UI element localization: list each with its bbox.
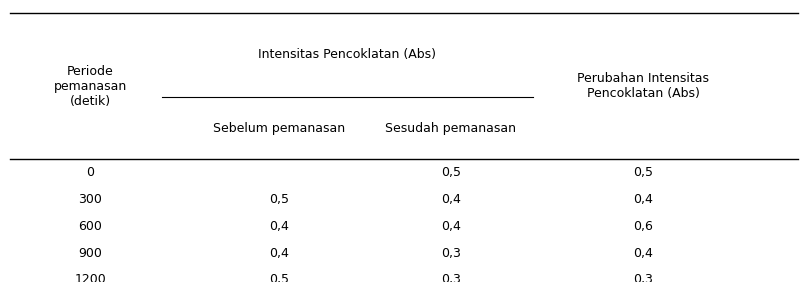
Text: 0,5: 0,5 xyxy=(633,166,653,179)
Text: Sebelum pemanasan: Sebelum pemanasan xyxy=(213,122,345,135)
Text: 300: 300 xyxy=(78,193,103,206)
Text: Periode
pemanasan
(detik): Periode pemanasan (detik) xyxy=(54,65,127,107)
Text: 1200: 1200 xyxy=(74,273,107,282)
Text: Intensitas Pencoklatan (Abs): Intensitas Pencoklatan (Abs) xyxy=(259,49,436,61)
Text: Perubahan Intensitas
Pencoklatan (Abs): Perubahan Intensitas Pencoklatan (Abs) xyxy=(577,72,709,100)
Text: 0,3: 0,3 xyxy=(441,273,461,282)
Text: 900: 900 xyxy=(78,246,103,260)
Text: 0,4: 0,4 xyxy=(633,193,653,206)
Text: 0,5: 0,5 xyxy=(441,166,461,179)
Text: 600: 600 xyxy=(78,220,103,233)
Text: 0,3: 0,3 xyxy=(633,273,653,282)
Text: Sesudah pemanasan: Sesudah pemanasan xyxy=(385,122,516,135)
Text: 0,4: 0,4 xyxy=(441,193,461,206)
Text: 0,5: 0,5 xyxy=(269,193,288,206)
Text: 0,6: 0,6 xyxy=(633,220,653,233)
Text: 0: 0 xyxy=(86,166,95,179)
Text: 0,4: 0,4 xyxy=(269,246,288,260)
Text: 0,4: 0,4 xyxy=(269,220,288,233)
Text: 0,4: 0,4 xyxy=(633,246,653,260)
Text: 0,5: 0,5 xyxy=(269,273,288,282)
Text: 0,4: 0,4 xyxy=(441,220,461,233)
Text: 0,3: 0,3 xyxy=(441,246,461,260)
